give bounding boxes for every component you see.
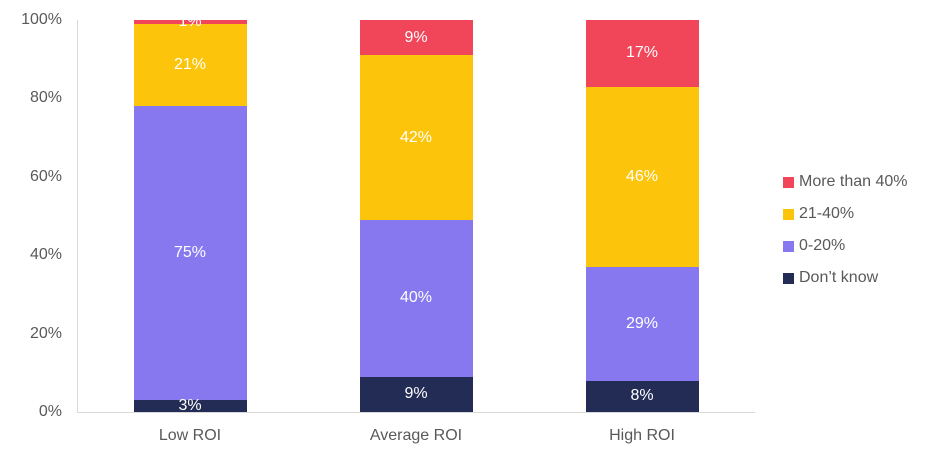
bar-segment[interactable]: 75% bbox=[133, 106, 247, 401]
y-axis-line bbox=[77, 20, 78, 412]
legend-label: 21-40% bbox=[799, 205, 855, 222]
legend-swatch-icon bbox=[783, 176, 794, 188]
data-label: 9% bbox=[404, 385, 428, 403]
x-category-label: Average ROI bbox=[369, 427, 463, 444]
legend-item[interactable]: More than 40% bbox=[783, 166, 908, 198]
legend-item[interactable]: Don’t know bbox=[783, 262, 908, 294]
data-label: 42% bbox=[399, 128, 433, 146]
data-label: 17% bbox=[625, 44, 659, 62]
legend: More than 40% 21-40% 0-20% Don’t know bbox=[783, 166, 908, 294]
y-tick-label: 100% bbox=[21, 11, 62, 28]
bar-segment[interactable]: 9% bbox=[359, 376, 473, 412]
bar-average-roi[interactable]: 9% 42% 40% 9% bbox=[359, 20, 473, 412]
legend-item[interactable]: 0-20% bbox=[783, 230, 908, 262]
legend-label: 0-20% bbox=[799, 237, 846, 254]
legend-item[interactable]: 21-40% bbox=[783, 198, 908, 230]
bar-segment[interactable]: 9% bbox=[359, 20, 473, 56]
bar-segment[interactable]: 46% bbox=[585, 86, 699, 267]
data-label: 9% bbox=[404, 28, 428, 46]
data-label: 29% bbox=[625, 314, 659, 332]
data-label: 75% bbox=[173, 244, 207, 262]
x-axis-line bbox=[77, 412, 755, 413]
legend-swatch-icon bbox=[783, 240, 794, 252]
bar-segment[interactable]: 42% bbox=[359, 55, 473, 220]
data-label: 3% bbox=[178, 397, 202, 415]
bar-segment[interactable]: 40% bbox=[359, 219, 473, 377]
data-label: 8% bbox=[630, 387, 654, 405]
x-category-label: Low ROI bbox=[158, 427, 222, 444]
y-tick-label: 80% bbox=[29, 89, 62, 107]
bar-segment[interactable]: 21% bbox=[133, 23, 247, 107]
data-label: 1% bbox=[178, 12, 202, 30]
legend-label: More than 40% bbox=[799, 173, 908, 190]
bar-low-roi[interactable]: 1% 21% 75% 3% bbox=[133, 13, 247, 415]
y-tick-label: 40% bbox=[29, 246, 62, 264]
data-label: 46% bbox=[625, 167, 659, 185]
x-category-label: High ROI bbox=[609, 427, 675, 444]
legend-swatch-icon bbox=[783, 208, 794, 220]
bar-segment[interactable]: 3% bbox=[133, 397, 247, 415]
bar-high-roi[interactable]: 17% 46% 29% 8% bbox=[585, 20, 699, 412]
data-label: 40% bbox=[399, 289, 433, 307]
y-tick-label: 0% bbox=[38, 403, 62, 420]
bar-segment[interactable]: 1% bbox=[133, 13, 247, 30]
data-label: 21% bbox=[173, 56, 207, 74]
legend-swatch-icon bbox=[783, 272, 794, 284]
bar-segment[interactable]: 29% bbox=[585, 266, 699, 381]
bar-segment[interactable]: 8% bbox=[585, 380, 699, 412]
y-tick-label: 60% bbox=[29, 167, 62, 185]
legend-label: Don’t know bbox=[799, 269, 879, 286]
y-tick-label: 20% bbox=[29, 324, 62, 342]
bar-segment[interactable]: 17% bbox=[585, 20, 699, 87]
